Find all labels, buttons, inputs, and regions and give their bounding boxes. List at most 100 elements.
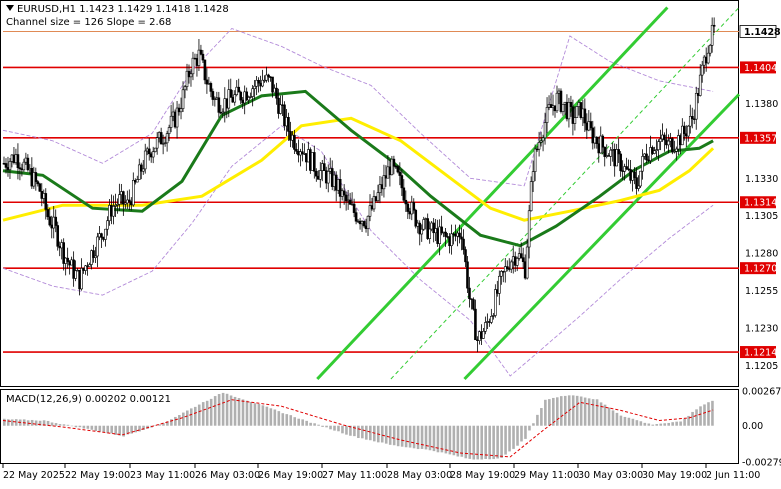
candle-body [392, 158, 396, 167]
candle-body [639, 170, 642, 187]
candle-body [271, 76, 274, 93]
candle-body [36, 181, 40, 185]
candle-body [708, 45, 712, 54]
candle-body [462, 238, 465, 250]
candle-body [322, 163, 326, 171]
macd-bar [675, 421, 678, 426]
candle-body [667, 140, 670, 146]
level-price-label: 1.1314 [744, 198, 777, 209]
candle-body [56, 225, 60, 247]
macd-bar [130, 425, 133, 434]
time-tick-label: 28 May 19:00 [450, 470, 515, 481]
macd-bar [516, 425, 519, 446]
macd-bar [241, 399, 245, 426]
macd-bar [217, 394, 221, 426]
candle-body [211, 91, 215, 100]
macd-bar [78, 425, 82, 428]
time-tick-label: 30 May 03:00 [578, 470, 643, 481]
candle-body [153, 147, 157, 152]
macd-bar [349, 425, 352, 436]
candle-body [694, 93, 698, 120]
candle-body [18, 167, 22, 170]
candle-body [519, 253, 523, 258]
candle-body [106, 220, 109, 230]
candle-body [466, 261, 469, 289]
candle-body [569, 102, 573, 108]
candle-body [104, 228, 107, 240]
macd-bar [154, 425, 157, 426]
candle-body [124, 202, 127, 205]
candle-body [199, 49, 203, 55]
candle-body [165, 133, 169, 144]
candle-body [135, 179, 139, 183]
candle-body [301, 151, 304, 155]
macd-bar [408, 425, 412, 448]
candle-body [541, 137, 545, 142]
macd-bar [595, 399, 599, 426]
candle-body [428, 228, 431, 239]
candle-body [179, 108, 183, 113]
price-tick-label: 1.1230 [745, 324, 778, 335]
macd-bar [186, 410, 189, 426]
candle-body [46, 209, 50, 218]
candle-body [38, 183, 42, 192]
envelope-upper [2, 27, 714, 187]
macd-bar [691, 411, 694, 426]
candle-body [338, 179, 342, 197]
macd-bar [289, 415, 293, 426]
main-panel-frame [0, 0, 739, 387]
level-price-label: 1.1404 [744, 63, 777, 74]
candle-body [589, 121, 593, 129]
candle-body [287, 117, 290, 132]
candle-body [686, 125, 690, 137]
macd-bar [10, 419, 14, 426]
level-price-box [740, 346, 776, 359]
macd-bar [607, 407, 611, 426]
candle-body [114, 205, 117, 207]
macd-bar [209, 398, 213, 426]
candle-body [44, 193, 48, 210]
candle-body [267, 74, 270, 78]
candle-body [251, 88, 254, 97]
candle-body [468, 287, 471, 300]
candle-body [265, 74, 268, 81]
macd-bar [142, 425, 145, 430]
macd-bar [317, 424, 320, 426]
macd-bar [532, 423, 535, 426]
candle-body [484, 322, 487, 332]
candle-body [555, 92, 559, 112]
macd-bar [337, 425, 340, 432]
candle-body [706, 52, 710, 64]
macd-label: MACD(12,26,9) 0.00202 0.00121 [6, 394, 172, 405]
envelope-lower [2, 125, 714, 377]
candle-body [147, 148, 151, 155]
channel-upper-line[interactable] [316, 6, 669, 381]
macd-bar [484, 425, 487, 459]
candle-body [354, 212, 358, 222]
dropdown-arrow-icon[interactable] [6, 5, 14, 11]
time-tick-label: 2 Jun 11:00 [706, 470, 760, 481]
candle-body [402, 187, 406, 201]
candle-body [545, 107, 549, 123]
candle-body [635, 177, 638, 189]
candle-body [609, 149, 613, 157]
macd-bar [396, 425, 400, 447]
macd-bar [365, 425, 368, 440]
macd-bar [321, 425, 324, 427]
candle-body [637, 185, 640, 189]
macd-bar [277, 411, 281, 426]
candle-body [122, 191, 125, 205]
macd-bar [114, 425, 117, 435]
candle-body [525, 246, 529, 279]
macd-bar [205, 400, 209, 426]
macd-bar [94, 425, 98, 432]
macd-bar [571, 395, 575, 426]
candle-body [698, 74, 702, 96]
candle-body [561, 103, 565, 112]
candle-body [318, 170, 322, 180]
candle-body [352, 203, 356, 213]
macd-bar [6, 419, 10, 426]
channel-lower-line[interactable] [463, 93, 741, 381]
channel-middle-line[interactable] [390, 7, 740, 380]
